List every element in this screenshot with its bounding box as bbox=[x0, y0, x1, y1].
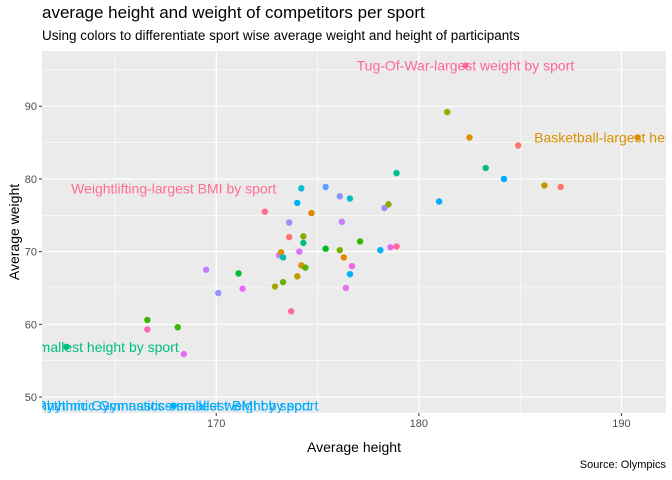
data-point bbox=[466, 134, 473, 141]
data-point bbox=[144, 316, 151, 324]
data-point bbox=[338, 218, 346, 226]
data-point bbox=[296, 248, 303, 255]
data-point bbox=[180, 350, 188, 358]
data-point bbox=[385, 201, 392, 208]
data-point bbox=[279, 254, 287, 261]
data-point bbox=[557, 183, 564, 191]
data-point bbox=[239, 285, 246, 292]
data-point bbox=[63, 343, 70, 351]
data-point bbox=[298, 185, 305, 192]
data-point bbox=[541, 182, 548, 189]
data-point bbox=[279, 278, 287, 286]
data-point bbox=[174, 324, 181, 331]
data-point bbox=[144, 326, 151, 333]
x-tick-label: 170 bbox=[207, 418, 225, 430]
x-axis-title: Average height bbox=[307, 439, 401, 455]
data-point bbox=[435, 198, 443, 205]
data-point bbox=[271, 283, 279, 290]
data-point bbox=[346, 270, 354, 278]
x-tick-label: 180 bbox=[410, 418, 428, 430]
data-point bbox=[356, 238, 364, 245]
data-point bbox=[482, 164, 489, 172]
data-point bbox=[336, 193, 344, 200]
annotation-label: Rhythmic Gymnastics-smallest BMI by spor… bbox=[37, 398, 311, 414]
data-point bbox=[170, 402, 177, 409]
data-point bbox=[235, 270, 242, 277]
data-point bbox=[261, 208, 269, 215]
data-point bbox=[634, 134, 641, 141]
major-gridlines bbox=[42, 51, 666, 413]
data-point bbox=[500, 175, 508, 183]
chart-subtitle: Using colors to differentiate sport wise… bbox=[42, 28, 520, 43]
axis-ticks: 170 180 190 50 60 70 80 90 bbox=[25, 101, 631, 430]
y-tick-label: 70 bbox=[25, 247, 37, 259]
data-point bbox=[336, 246, 344, 254]
data-point bbox=[462, 62, 469, 69]
data-point bbox=[294, 199, 301, 207]
data-point bbox=[348, 262, 356, 270]
data-point bbox=[342, 284, 350, 292]
minor-gridlines bbox=[42, 51, 666, 413]
data-point bbox=[300, 239, 307, 247]
data-point bbox=[377, 246, 384, 254]
annotation-label: Tug-Of-War-largest weight by sport bbox=[357, 58, 575, 74]
data-point bbox=[300, 233, 307, 240]
point-annotations: Tug-Of-War-largest weight by sport Basket… bbox=[0, 58, 672, 414]
annotation-label: Rhythmic Gymnastics-smallest weight by s… bbox=[29, 398, 319, 414]
annotation-label: Gymnastics-smallest height by sport bbox=[0, 339, 179, 355]
chart-title: average height and weight of competitors… bbox=[42, 3, 425, 22]
y-axis-title: Average weight bbox=[6, 184, 22, 280]
data-point bbox=[287, 308, 295, 315]
plot-panel bbox=[42, 51, 666, 413]
data-point bbox=[202, 266, 210, 273]
y-tick-label: 90 bbox=[25, 101, 37, 113]
x-tick-label: 190 bbox=[612, 418, 630, 430]
annotation-label: Weightlifting-largest BMI by sport bbox=[71, 180, 276, 196]
data-point bbox=[302, 264, 309, 271]
data-point bbox=[322, 245, 329, 252]
y-tick-label: 60 bbox=[25, 319, 37, 331]
annotation-label: Basketball-largest height by sport bbox=[534, 130, 672, 146]
data-point bbox=[387, 244, 394, 251]
data-point bbox=[393, 169, 400, 177]
data-point bbox=[393, 243, 400, 250]
data-point bbox=[322, 183, 329, 191]
y-tick-label: 50 bbox=[25, 392, 37, 404]
data-point bbox=[340, 254, 348, 261]
data-point bbox=[294, 273, 301, 280]
chart-caption: Source: Olympics bbox=[579, 459, 666, 471]
data-point bbox=[443, 108, 451, 116]
y-tick-label: 80 bbox=[25, 174, 37, 186]
data-point bbox=[308, 209, 315, 217]
data-point bbox=[346, 195, 354, 202]
data-point bbox=[285, 233, 293, 241]
data-point bbox=[277, 249, 285, 256]
data-point bbox=[285, 219, 293, 226]
data-points bbox=[63, 62, 641, 409]
data-point bbox=[514, 142, 522, 149]
data-point bbox=[215, 289, 222, 297]
